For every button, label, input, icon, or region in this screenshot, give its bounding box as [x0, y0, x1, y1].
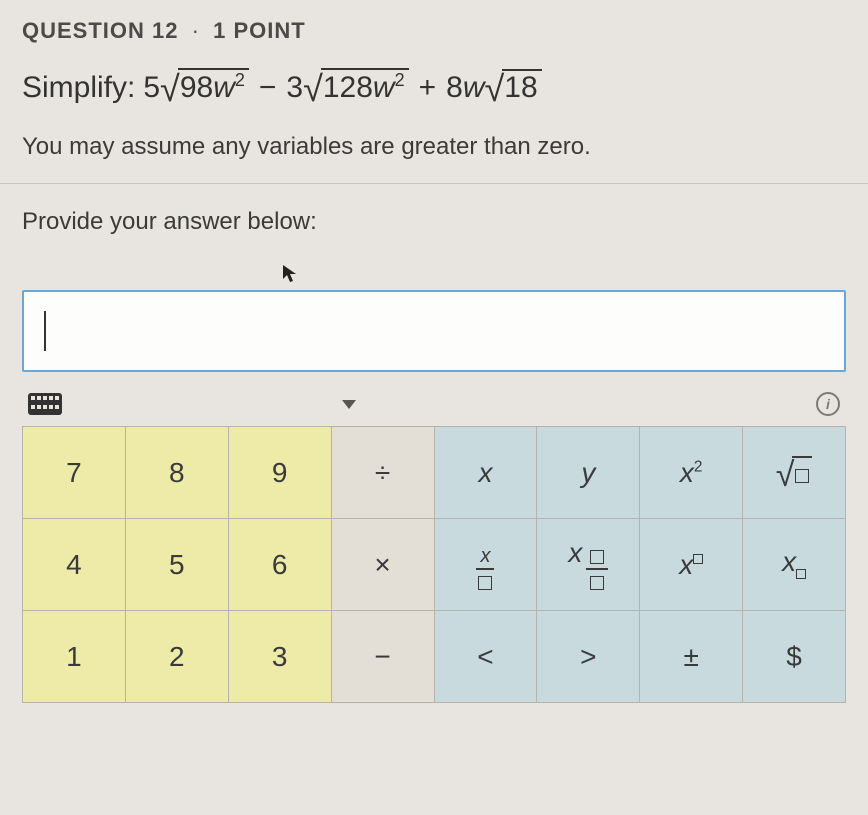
key-7[interactable]: 7 [23, 427, 126, 519]
question-number: 12 [152, 18, 178, 43]
keypad-toolbar: i [22, 386, 846, 426]
expression: Simplify: 5 √ 98w2 − 3 √ 128w2 + 8w √ 18 [22, 68, 846, 105]
key-5[interactable]: 5 [125, 519, 228, 611]
key-x-power[interactable]: x [640, 519, 743, 611]
sqrt-1: √ 98w2 [160, 68, 249, 105]
op-plus: + [419, 71, 437, 105]
key-8[interactable]: 8 [125, 427, 228, 519]
term3-coef: 8 [446, 71, 463, 105]
key-gt[interactable]: > [537, 611, 640, 703]
sqrt-3: √ 18 [485, 69, 542, 105]
text-caret [44, 311, 46, 351]
key-3[interactable]: 3 [228, 611, 331, 703]
question-header: QUESTION 12 · 1 POINT [22, 18, 846, 44]
term3-var: w [463, 71, 485, 105]
key-dollar[interactable]: $ [743, 611, 846, 703]
answer-prompt: Provide your answer below: [22, 208, 846, 236]
separator: · [192, 18, 200, 43]
key-x-over[interactable]: x [434, 519, 537, 611]
key-multiply[interactable]: × [331, 519, 434, 611]
keyboard-icon[interactable] [28, 393, 62, 415]
key-x[interactable]: x [434, 427, 537, 519]
key-mixed-frac[interactable]: x [537, 519, 640, 611]
key-x-sub[interactable]: x [743, 519, 846, 611]
info-icon[interactable]: i [816, 392, 840, 416]
sqrt-2: √ 128w2 [303, 68, 409, 105]
question-label: QUESTION [22, 18, 145, 43]
answer-input[interactable] [22, 290, 846, 372]
key-minus[interactable]: − [331, 611, 434, 703]
key-y[interactable]: y [537, 427, 640, 519]
cursor-icon [282, 264, 298, 290]
keypad: 789÷xyx2√456×xxxx123−<>±$ [22, 426, 846, 703]
key-plusminus[interactable]: ± [640, 611, 743, 703]
key-divide[interactable]: ÷ [331, 427, 434, 519]
key-4[interactable]: 4 [23, 519, 126, 611]
key-sqrt[interactable]: √ [743, 427, 846, 519]
op-minus: − [259, 71, 277, 105]
key-x-squared[interactable]: x2 [640, 427, 743, 519]
key-6[interactable]: 6 [228, 519, 331, 611]
assumption-note: You may assume any variables are greater… [22, 133, 846, 161]
key-lt[interactable]: < [434, 611, 537, 703]
simplify-label: Simplify: [22, 71, 135, 105]
key-2[interactable]: 2 [125, 611, 228, 703]
dropdown-icon[interactable] [342, 400, 356, 409]
question-points: 1 POINT [213, 18, 306, 43]
key-1[interactable]: 1 [23, 611, 126, 703]
term1-coef: 5 [143, 71, 160, 105]
term2-coef: 3 [286, 71, 303, 105]
key-9[interactable]: 9 [228, 427, 331, 519]
divider [0, 183, 868, 184]
